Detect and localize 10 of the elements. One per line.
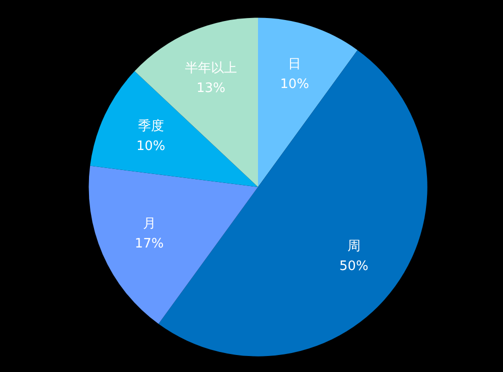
data-label: 13%	[196, 80, 226, 96]
slice-label: 半年以上	[184, 60, 237, 76]
data-label: 17%	[134, 236, 164, 252]
data-label: 10%	[280, 76, 310, 92]
slice-label: 日	[288, 56, 302, 72]
slice-label: 月	[142, 216, 156, 232]
data-label: 10%	[136, 139, 166, 154]
data-label: 50%	[339, 259, 368, 274]
slice-label: 周	[347, 239, 360, 254]
slice-label: 季度	[138, 118, 164, 134]
